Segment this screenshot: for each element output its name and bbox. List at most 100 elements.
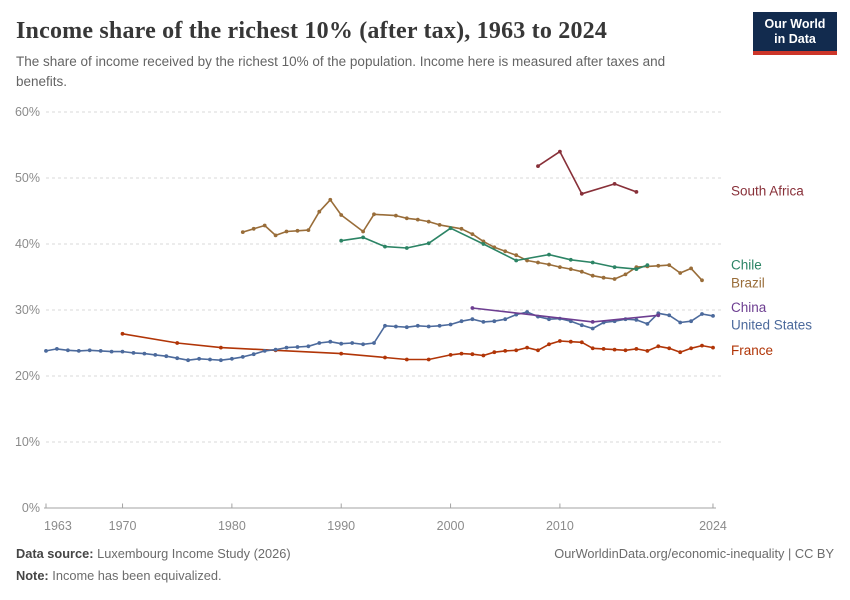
series-point-united-states[interactable] [44,349,48,353]
series-point-france[interactable] [219,345,223,350]
series-point-france[interactable] [426,357,431,362]
series-point-france[interactable] [678,350,683,355]
series-point-france[interactable] [656,344,661,349]
series-label-france[interactable]: France [731,343,773,358]
series-point-china[interactable] [590,320,595,324]
series-point-south-africa[interactable] [558,149,562,154]
series-point-brazil[interactable] [317,209,322,214]
series-point-united-states[interactable] [437,323,442,328]
series-point-united-states[interactable] [525,310,529,314]
series-label-united-states[interactable]: United States [731,318,812,333]
series-point-united-states[interactable] [350,341,355,345]
series-point-chile[interactable] [547,252,551,257]
series-point-brazil[interactable] [623,272,628,277]
series-point-brazil[interactable] [262,223,267,228]
series-point-united-states[interactable] [503,317,508,322]
series-point-france[interactable] [700,343,704,348]
series-point-united-states[interactable] [667,313,672,318]
series-point-france[interactable] [481,353,486,358]
series-point-brazil[interactable] [481,239,486,244]
series-point-chile[interactable] [339,238,344,243]
series-point-brazil[interactable] [700,278,704,283]
series-point-chile[interactable] [634,267,639,271]
series-point-france[interactable] [470,352,475,357]
series-point-france[interactable] [590,346,595,351]
series-point-united-states[interactable] [645,322,650,326]
series-label-south-africa[interactable]: South Africa [731,184,804,199]
series-point-brazil[interactable] [568,267,573,271]
series-point-france[interactable] [667,346,672,351]
series-point-chile[interactable] [645,263,650,267]
series-point-united-states[interactable] [448,322,453,327]
series-line-brazil[interactable] [242,199,703,282]
series-point-united-states[interactable] [404,325,409,330]
series-point-brazil[interactable] [361,229,365,234]
series-line-chile[interactable] [340,227,649,270]
series-point-united-states[interactable] [426,324,431,329]
series-point-chile[interactable] [612,265,617,269]
series-label-brazil[interactable]: Brazil [731,275,765,290]
series-point-brazil[interactable] [547,262,551,267]
series-point-united-states[interactable] [317,341,322,345]
series-point-south-africa[interactable] [612,182,617,186]
series-point-france[interactable] [623,348,628,353]
series-point-brazil[interactable] [667,263,672,267]
series-point-brazil[interactable] [404,216,409,221]
series-point-united-states[interactable] [197,356,202,361]
series-point-france[interactable] [711,345,715,350]
series-point-united-states[interactable] [87,348,92,353]
series-point-france[interactable] [120,331,125,336]
series-line-south-africa[interactable] [537,150,638,195]
series-point-france[interactable] [689,346,693,351]
series-point-france[interactable] [514,348,519,353]
series-point-france[interactable] [579,340,584,345]
series-point-france[interactable] [383,355,387,360]
series-point-united-states[interactable] [230,356,234,361]
series-point-france[interactable] [547,342,551,347]
series-point-united-states[interactable] [76,349,81,353]
series-point-chile[interactable] [590,260,595,265]
series-point-chile[interactable] [404,246,409,250]
series-point-brazil[interactable] [579,269,584,274]
series-point-france[interactable] [601,347,606,351]
series-point-united-states[interactable] [186,358,191,363]
series-point-france[interactable] [536,348,540,353]
series-point-brazil[interactable] [678,271,683,275]
series-point-brazil[interactable] [415,217,420,222]
series-point-brazil[interactable] [536,260,540,265]
series-point-south-africa[interactable] [536,164,540,169]
footer-link[interactable]: OurWorldinData.org/economic-inequality |… [554,546,834,561]
series-point-south-africa[interactable] [579,191,584,196]
series-point-united-states[interactable] [306,344,311,349]
series-point-united-states[interactable] [361,342,365,347]
series-point-france[interactable] [459,351,464,356]
series-point-brazil[interactable] [601,275,606,280]
series-point-united-states[interactable] [219,358,223,363]
series-point-united-states[interactable] [470,317,475,322]
series-point-brazil[interactable] [284,229,289,234]
series-point-united-states[interactable] [98,349,103,353]
series-point-chile[interactable] [361,235,365,240]
series-point-brazil[interactable] [459,226,464,231]
series-point-united-states[interactable] [55,347,59,351]
series-label-chile[interactable]: Chile [731,258,762,273]
series-point-brazil[interactable] [273,233,278,238]
series-point-united-states[interactable] [120,349,125,354]
series-point-united-states[interactable] [492,319,497,324]
series-point-brazil[interactable] [328,197,333,202]
series-point-brazil[interactable] [394,213,398,218]
series-point-france[interactable] [404,357,409,362]
series-point-united-states[interactable] [295,345,300,349]
series-line-france[interactable] [121,333,714,361]
series-point-brazil[interactable] [295,228,300,233]
series-point-france[interactable] [568,339,573,344]
series-point-chile[interactable] [481,242,486,246]
series-point-brazil[interactable] [339,213,344,217]
series-point-chile[interactable] [448,226,453,231]
series-point-brazil[interactable] [558,265,562,269]
series-label-china[interactable]: China [731,300,767,315]
series-point-united-states[interactable] [240,355,245,359]
series-point-france[interactable] [645,349,650,353]
series-point-france[interactable] [503,349,508,353]
series-point-united-states[interactable] [394,324,398,329]
